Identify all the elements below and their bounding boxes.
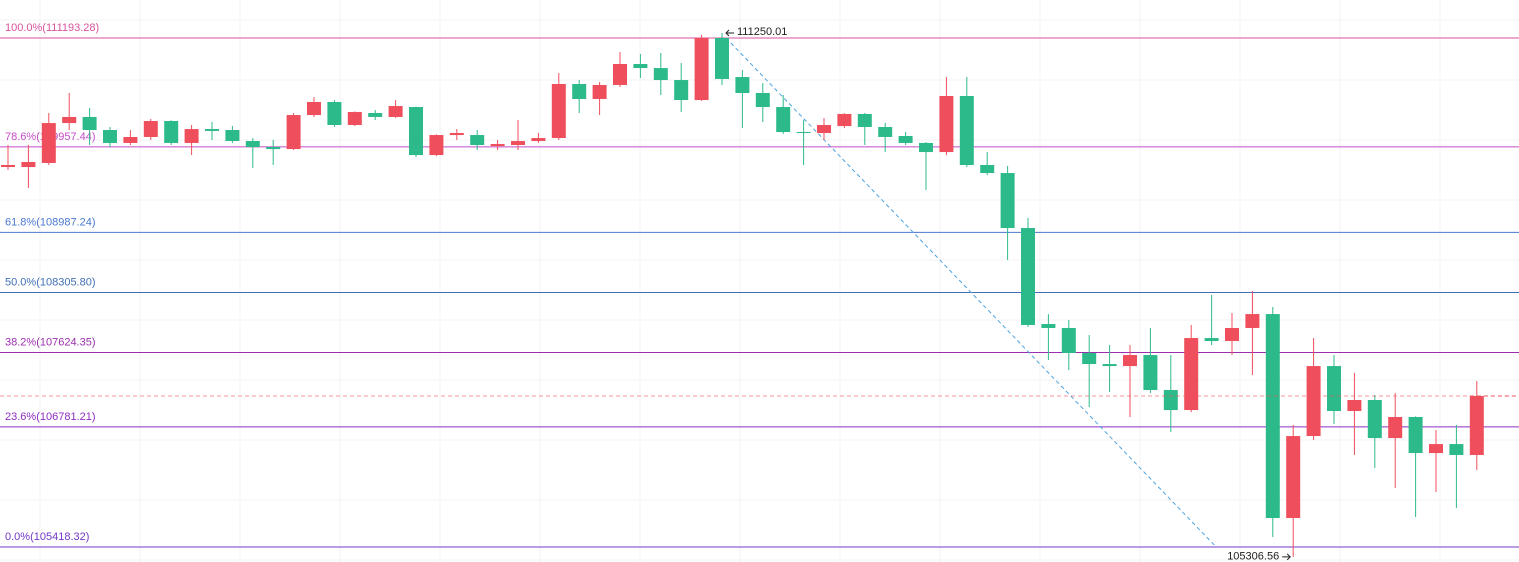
candle-body (776, 107, 791, 133)
candle-body (245, 141, 260, 148)
candle-body (225, 130, 240, 142)
candle-body (653, 68, 668, 81)
candle-body (1041, 324, 1056, 328)
candle-body (205, 129, 219, 131)
candle-body (1123, 355, 1137, 367)
candle-body (878, 127, 893, 137)
candle-body (1021, 228, 1035, 325)
candle-body (735, 77, 750, 93)
arrow (1282, 553, 1291, 561)
candle-body (1367, 399, 1382, 439)
candle-body (1163, 390, 1178, 411)
candle-body (449, 133, 464, 136)
candle-body (286, 115, 301, 150)
candle-body (755, 92, 770, 108)
candle-body (919, 142, 933, 153)
candle-body (164, 121, 179, 143)
candle-body (1061, 327, 1076, 354)
candle-body (1143, 355, 1158, 391)
candle-body (1429, 444, 1443, 454)
candle-body (327, 101, 342, 125)
candle-body (1102, 364, 1117, 367)
candle-body (857, 113, 872, 128)
candle-body (429, 135, 444, 156)
low-annotation: 105306.56 (1227, 551, 1279, 562)
candle-body (41, 123, 56, 163)
candle-body (1388, 417, 1403, 439)
fib-label: 50.0%(108305.80) (5, 276, 96, 288)
candle-body (62, 116, 77, 124)
candle-body (551, 84, 566, 139)
candle-body (21, 162, 36, 168)
candle-body (1245, 314, 1260, 328)
candle-body (143, 121, 158, 137)
candle-body (572, 84, 587, 99)
candle-body (531, 138, 546, 142)
candle-body (837, 113, 852, 127)
candle-body (1347, 399, 1362, 412)
candle-body (633, 63, 648, 69)
candle-body (368, 112, 383, 117)
candle-body (817, 124, 831, 134)
candle-body (1306, 366, 1321, 437)
candle-body (511, 141, 525, 145)
arrow (725, 29, 734, 37)
candle-body (1265, 314, 1280, 519)
candle-body (898, 136, 913, 143)
high-annotation: 111250.01 (737, 26, 787, 38)
candle-body (1000, 173, 1015, 229)
candle-body (1, 165, 15, 168)
fib-label: 0.0%(105418.32) (5, 531, 89, 543)
candle-body (1082, 353, 1097, 365)
candle-body (613, 63, 627, 85)
candle-body (980, 165, 995, 174)
fib-label: 23.6%(106781.21) (5, 411, 96, 423)
candle-body (1184, 338, 1199, 411)
candle-body (409, 107, 423, 156)
candle-body (266, 147, 281, 150)
candle-body (1204, 338, 1219, 342)
candle-body (1449, 444, 1464, 455)
candle-body (347, 112, 362, 125)
candle-body (82, 116, 97, 131)
candle-body (307, 101, 321, 116)
candle-body (1469, 396, 1484, 455)
candle-body (490, 144, 505, 147)
candle-body (796, 132, 811, 134)
candle-body (1408, 417, 1423, 454)
candle-body (470, 135, 485, 145)
candle-body (184, 129, 199, 143)
candle-body (715, 37, 729, 79)
fib-label: 61.8%(108987.24) (5, 216, 96, 228)
candle-body (123, 136, 138, 143)
trend-line (725, 37, 1217, 548)
candle-body (939, 95, 954, 153)
fib-label: 100.0%(111193.28) (5, 22, 99, 34)
candle-body (1327, 366, 1341, 412)
candle-body (1225, 327, 1239, 342)
candle-body (592, 84, 607, 99)
candle-body (388, 106, 403, 117)
candle-body (103, 130, 117, 143)
candle-body (1286, 436, 1301, 519)
candle-body (674, 80, 689, 101)
fib-label: 38.2%(107624.35) (5, 336, 96, 348)
candle-body (694, 37, 709, 101)
candle-body (959, 95, 974, 166)
